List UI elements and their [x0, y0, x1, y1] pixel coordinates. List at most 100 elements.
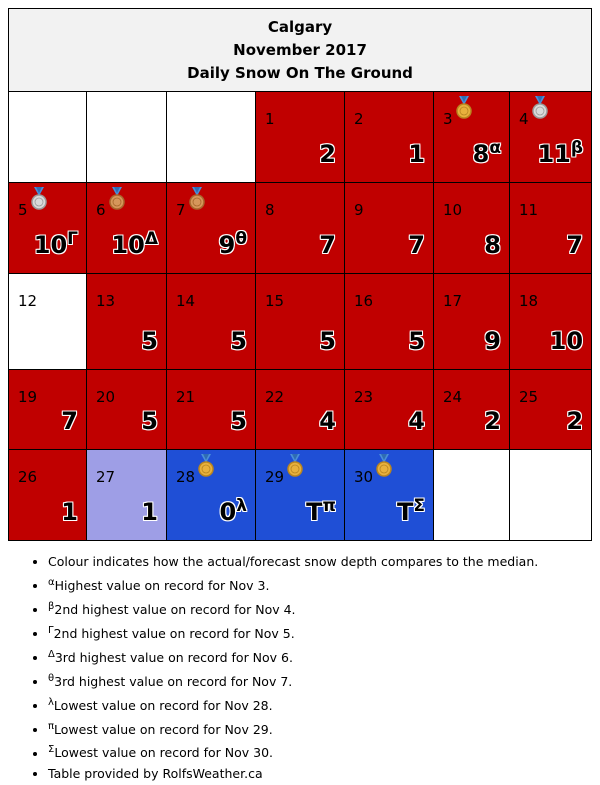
day-number: 14	[176, 292, 196, 310]
snow-depth-value: 9θ	[219, 229, 247, 259]
day-number: 24	[443, 388, 463, 406]
legend-text: 2nd highest value on record for Nov 4.	[54, 601, 296, 617]
snow-depth-number: 5	[141, 407, 158, 435]
day-cell: 10 8	[433, 182, 510, 274]
snow-depth-value: 0λ	[220, 496, 247, 526]
silver-medal-icon	[30, 187, 48, 215]
day-number: 13	[96, 292, 116, 310]
snow-depth-value: 5	[230, 407, 247, 435]
bronze-medal-icon	[108, 187, 126, 215]
record-footnote-marker: λ	[236, 496, 247, 516]
snow-depth-value: 2	[319, 140, 336, 168]
day-number: 17	[443, 292, 463, 310]
snow-depth-number: 5	[230, 327, 247, 355]
day-number: 3	[443, 110, 453, 128]
week-row: 26 1 27 1 28 0λ 29 Tπ 30 TΣ	[8, 449, 593, 541]
legend-note: πLowest value on record for Nov 29.	[48, 717, 538, 741]
day-number: 19	[18, 388, 38, 406]
calendar-table: Calgary November 2017 Daily Snow On The …	[7, 8, 593, 541]
calendar-header: Calgary November 2017 Daily Snow On The …	[7, 8, 593, 92]
snow-depth-value: 2	[484, 407, 501, 435]
snow-depth-number: 5	[319, 327, 336, 355]
snow-depth-number: 10	[549, 327, 584, 355]
day-number: 15	[265, 292, 285, 310]
week-row: 12 13 5 14 5 15 5 16 5 17 9 18 10	[8, 273, 593, 370]
day-cell: 18 10	[508, 273, 593, 370]
day-number: 30	[354, 468, 374, 486]
empty-cell	[8, 91, 87, 183]
legend-text: Lowest value on record for Nov 29.	[54, 721, 273, 737]
day-number: 21	[176, 388, 196, 406]
day-cell: 5 10Γ	[8, 182, 87, 274]
legend-text: Lowest value on record for Nov 30.	[54, 745, 273, 761]
snow-depth-value: 7	[319, 231, 336, 259]
day-number: 11	[519, 201, 539, 219]
snow-depth-value: 8	[484, 231, 501, 259]
gold-medal-icon	[197, 454, 215, 482]
day-cell: 29 Tπ	[255, 449, 345, 541]
record-footnote-marker: θ	[235, 229, 247, 249]
day-cell: 3 8α	[433, 91, 510, 183]
snow-depth-value: TΣ	[397, 496, 425, 526]
snow-depth-number: 10	[111, 231, 145, 259]
record-footnote-marker: α	[489, 138, 501, 158]
legend-footnote-marker: Σ	[48, 744, 55, 756]
day-cell: 16 5	[344, 273, 434, 370]
snow-depth-number: 11	[537, 140, 571, 168]
snow-depth-number: 9	[218, 231, 236, 259]
snow-depth-value: 7	[408, 231, 425, 259]
day-cell: 19 7	[8, 369, 87, 450]
day-cell: 15 5	[255, 273, 345, 370]
legend-footnote-marker: Δ	[48, 648, 55, 660]
chart-subtitle: Daily Snow On The Ground	[187, 63, 413, 82]
day-number: 4	[519, 110, 529, 128]
snow-depth-number: 4	[319, 407, 336, 435]
snow-depth-value: 5	[141, 327, 158, 355]
day-cell: 17 9	[433, 273, 510, 370]
snow-depth-value: 1	[141, 498, 158, 526]
day-cell: 26 1	[8, 449, 87, 541]
gold-medal-icon	[455, 96, 473, 124]
day-number: 29	[265, 468, 285, 486]
day-number: 26	[18, 468, 38, 486]
snow-depth-number: 1	[61, 498, 78, 526]
empty-cell	[166, 91, 256, 183]
snow-depth-value: 8α	[473, 138, 501, 168]
day-number: 9	[354, 201, 364, 219]
day-number: 20	[96, 388, 116, 406]
snow-depth-number: 7	[61, 407, 78, 435]
day-cell: 22 4	[255, 369, 345, 450]
snow-depth-value: 4	[319, 407, 336, 435]
day-cell: 28 0λ	[166, 449, 256, 541]
day-cell: 7 9θ	[166, 182, 256, 274]
snow-depth-number: 2	[566, 407, 584, 435]
legend-text: Highest value on record for Nov 3.	[54, 577, 270, 593]
snow-depth-value: 11β	[537, 138, 583, 168]
day-number: 22	[265, 388, 285, 406]
legend-text: 3rd highest value on record for Nov 6.	[54, 649, 293, 665]
day-cell: 6 10Δ	[86, 182, 167, 274]
day-number: 12	[18, 292, 38, 310]
day-cell: 23 4	[344, 369, 434, 450]
snow-depth-number: T	[306, 498, 323, 526]
snow-depth-number: 0	[219, 498, 237, 526]
day-number: 6	[96, 201, 106, 219]
snow-depth-value: 5	[141, 407, 158, 435]
snow-depth-value: 1	[61, 498, 78, 526]
day-number: 16	[354, 292, 374, 310]
legend-note: Table provided by RolfsWeather.ca	[48, 764, 538, 785]
snow-depth-number: 7	[319, 231, 336, 259]
day-cell: 11 7	[508, 182, 593, 274]
legend-text: Lowest value on record for Nov 28.	[53, 697, 273, 713]
snow-depth-value: 9	[484, 327, 501, 355]
legend-notes: Colour indicates how the actual/forecast…	[14, 552, 538, 785]
snow-depth-value: 4	[408, 407, 425, 435]
gold-medal-icon	[286, 454, 304, 482]
legend-note: λLowest value on record for Nov 28.	[48, 693, 538, 717]
snow-depth-number: 7	[566, 231, 584, 259]
week-row: 1 2 2 1 3 8α 4 11β	[8, 91, 593, 183]
day-number: 10	[443, 201, 463, 219]
snow-depth-number: 2	[319, 140, 336, 168]
